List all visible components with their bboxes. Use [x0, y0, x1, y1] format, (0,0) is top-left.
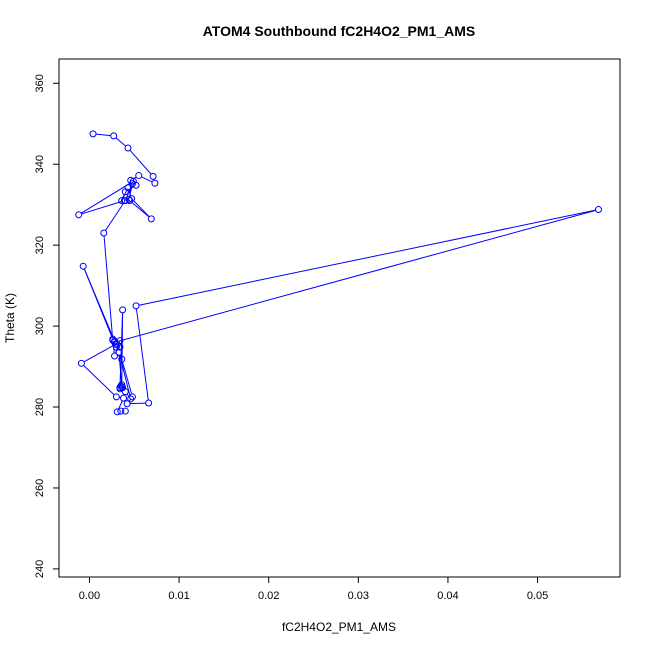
data-point	[110, 132, 118, 140]
series-segment	[126, 393, 130, 397]
y-tick-label: 260	[34, 479, 46, 497]
data-point	[126, 197, 134, 205]
data-point	[121, 188, 129, 196]
data-point	[151, 179, 159, 187]
data-point	[128, 393, 136, 401]
series-segment	[117, 209, 596, 342]
data-point	[129, 177, 137, 185]
y-axis: 240 260 280 300 320 340 360	[34, 74, 60, 578]
data-point	[112, 343, 120, 351]
x-axis: 0.00 0.01 0.02 0.03 0.04 0.05	[79, 576, 548, 602]
data-point	[119, 306, 127, 314]
x-tick-label: 0.04	[437, 590, 458, 602]
data-point	[111, 340, 119, 348]
data-point	[147, 215, 155, 223]
x-tick-label: 0.05	[527, 590, 548, 602]
series-segment	[103, 235, 114, 338]
series-segment	[141, 176, 153, 183]
series-segment	[118, 400, 123, 410]
data-point	[77, 359, 85, 367]
data-point	[149, 172, 157, 180]
series-segment	[131, 202, 150, 218]
data-point	[111, 352, 119, 360]
data-point	[113, 408, 121, 416]
series-segment	[138, 209, 596, 306]
series-segment	[133, 200, 150, 218]
y-tick-label: 300	[34, 317, 46, 335]
series-segment	[81, 182, 132, 214]
y-tick-label: 320	[34, 236, 46, 254]
series-segment	[81, 201, 122, 215]
data-point	[115, 348, 123, 356]
data-point	[123, 400, 131, 408]
data-point	[118, 381, 126, 389]
x-tick-label: 0.02	[258, 590, 279, 602]
data-point	[132, 302, 140, 310]
data-point	[145, 399, 153, 407]
plot-area-frame	[58, 58, 621, 578]
data-point	[79, 262, 87, 270]
data-point	[75, 211, 83, 219]
series-segment	[122, 362, 133, 395]
y-axis-label: Theta (K)	[3, 293, 17, 343]
series-segment	[129, 149, 152, 175]
chart-title: ATOM4 Southbound fC2H4O2_PM1_AMS	[203, 23, 476, 39]
y-tick-label: 360	[34, 74, 46, 92]
data-point	[135, 172, 143, 180]
data-point	[121, 388, 129, 396]
series-segment	[115, 137, 127, 147]
y-tick-label: 340	[34, 155, 46, 173]
series-segment	[95, 133, 111, 137]
series-segment	[83, 345, 114, 363]
x-tick-label: 0.01	[168, 590, 189, 602]
data-point	[124, 144, 132, 152]
series-segment	[121, 312, 124, 382]
x-axis-label: fC2H4O2_PM1_AMS	[282, 620, 396, 634]
data-point	[117, 382, 125, 390]
x-tick-label: 0.03	[348, 590, 369, 602]
data-point	[127, 395, 135, 403]
x-tick-label: 0.00	[79, 590, 100, 602]
data-point	[121, 407, 129, 415]
data-point	[112, 393, 120, 401]
series-segment	[135, 308, 149, 401]
data-point	[89, 130, 97, 138]
series-segment	[83, 268, 114, 339]
data-point	[120, 394, 128, 402]
series-segment	[83, 365, 115, 396]
series-segment	[122, 194, 125, 199]
data-point	[121, 197, 129, 205]
y-tick-label: 240	[34, 560, 46, 578]
data-point	[118, 355, 126, 363]
data-point	[118, 197, 126, 205]
data-point	[117, 407, 125, 415]
series-layer	[75, 130, 602, 416]
series-segment	[105, 202, 125, 231]
y-tick-label: 280	[34, 398, 46, 416]
data-point	[594, 206, 602, 214]
data-point	[125, 195, 133, 203]
data-point	[100, 229, 108, 237]
series-segment	[130, 402, 146, 405]
